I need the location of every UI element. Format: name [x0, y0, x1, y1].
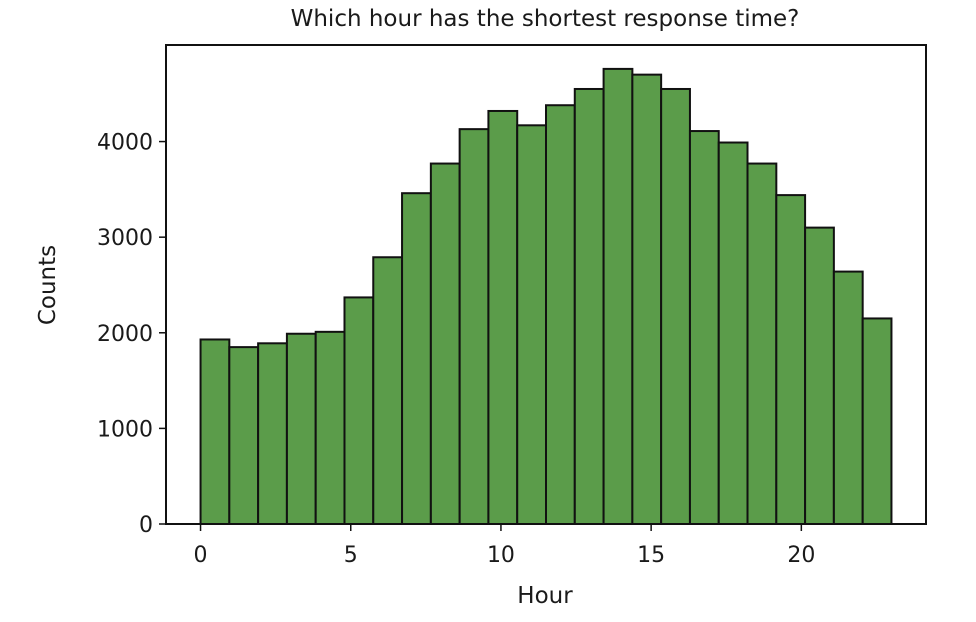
plot-frame: [165, 44, 927, 525]
histogram-bar: [429, 162, 461, 526]
histogram-bar: [372, 256, 404, 525]
histogram-bar: [257, 342, 288, 525]
x-axis-label: Hour: [517, 583, 573, 609]
histogram-bar: [228, 346, 260, 525]
histogram-bar: [401, 192, 432, 525]
y-tick-label: 3000: [97, 226, 153, 251]
y-axis-label: Counts: [35, 245, 61, 325]
histogram-bar: [832, 270, 864, 525]
x-tick-label: 20: [787, 543, 815, 568]
histogram-bar: [516, 124, 547, 525]
histogram-bar: [717, 141, 749, 526]
histogram-bar: [545, 104, 576, 525]
histogram-bar: [631, 73, 663, 525]
x-tick-label: 0: [194, 543, 208, 568]
histogram-bar: [573, 87, 605, 525]
x-tick-label: 15: [637, 543, 665, 568]
y-axis-ticks: 0 1000 2000 3000 4000: [97, 131, 166, 538]
chart-title: Which hour has the shortest response tim…: [291, 6, 800, 32]
y-tick-label: 1000: [97, 417, 153, 442]
bar-group: [199, 67, 893, 526]
histogram-bar: [804, 226, 835, 526]
histogram-bar: [343, 296, 375, 525]
x-axis-ticks: 0 5 10 15 20: [194, 524, 815, 568]
histogram-bar: [285, 332, 317, 525]
histogram-bar: [314, 330, 346, 525]
y-tick-label: 4000: [97, 131, 153, 156]
histogram-bar: [746, 162, 778, 526]
x-tick-label: 10: [487, 543, 515, 568]
histogram-bar: [487, 109, 519, 525]
histogram-bar: [660, 87, 691, 525]
histogram-bar: [458, 128, 490, 525]
histogram-bar: [602, 67, 634, 526]
histogram-bar: [775, 194, 807, 526]
y-tick-label: 0: [139, 513, 153, 538]
histogram-bar: [688, 130, 720, 526]
histogram-bar: [199, 338, 231, 526]
y-tick-label: 2000: [97, 322, 153, 347]
x-tick-label: 5: [344, 543, 358, 568]
histogram-bar: [861, 317, 893, 525]
